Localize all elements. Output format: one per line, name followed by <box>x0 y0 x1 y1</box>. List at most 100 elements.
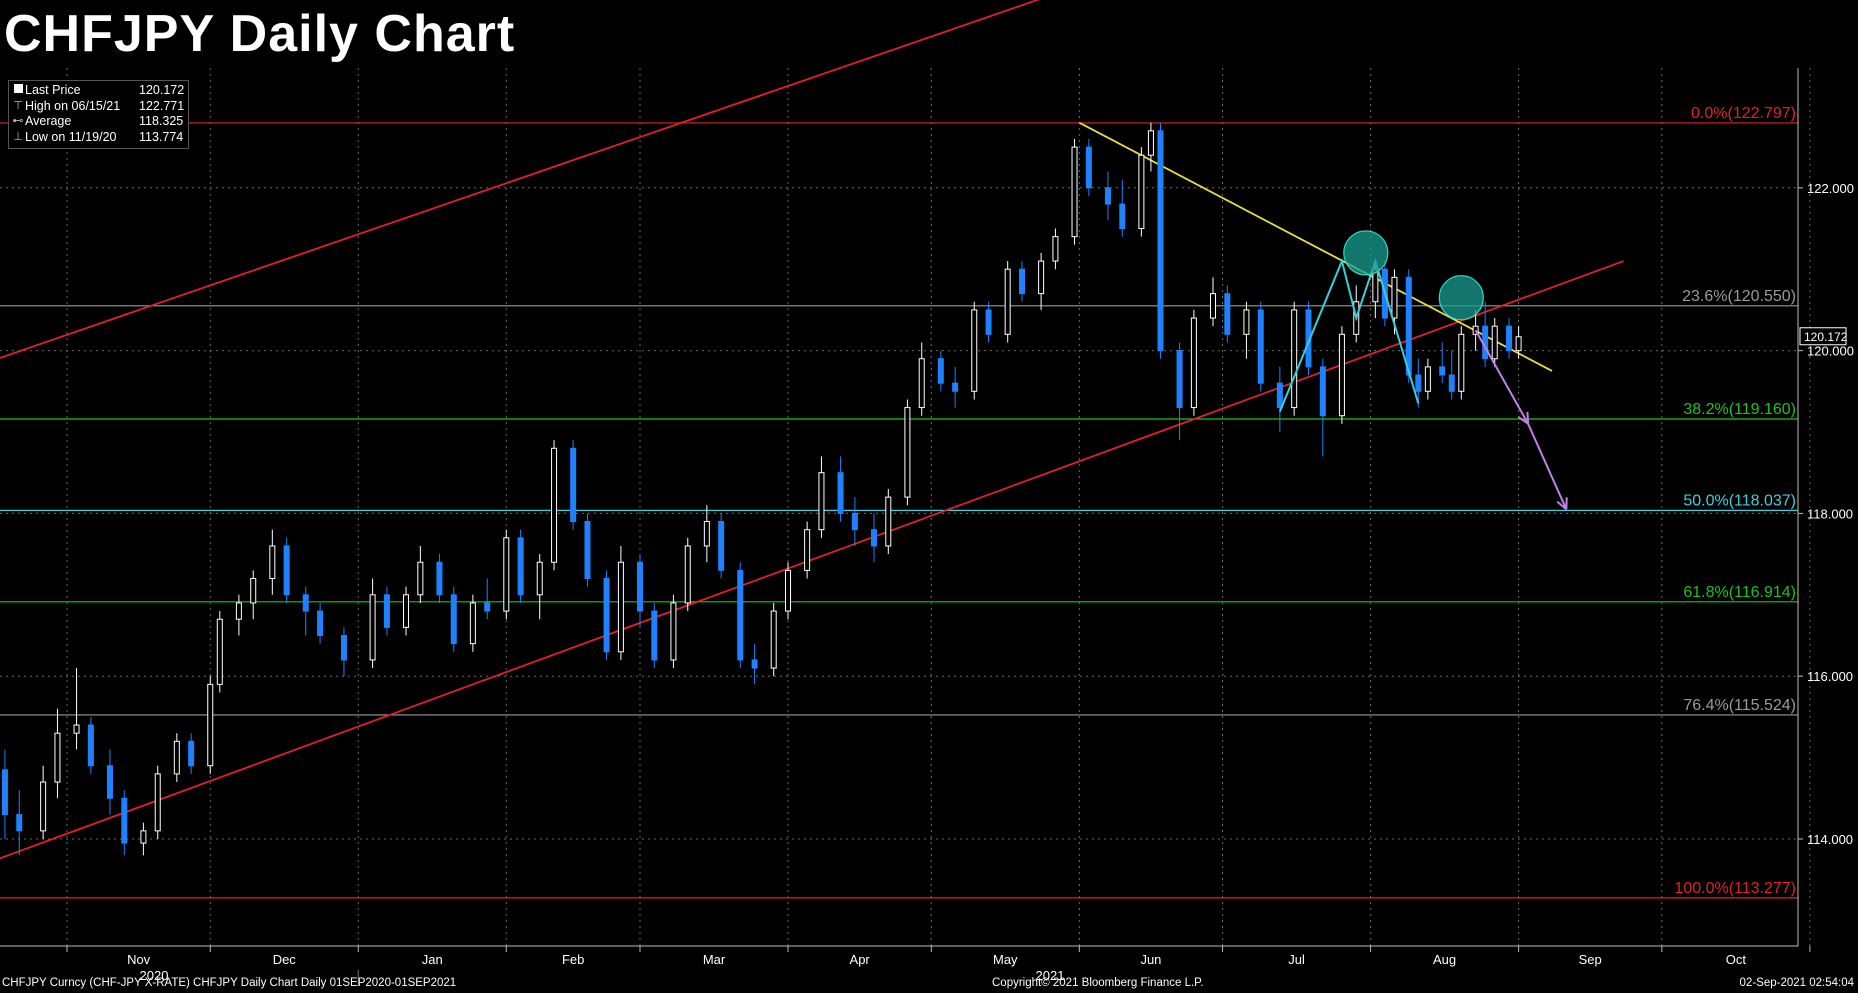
candle <box>154 765 161 839</box>
candle-body <box>617 561 624 653</box>
candle-body <box>1338 333 1345 417</box>
candle-body <box>1085 146 1092 189</box>
candle-body <box>637 561 643 612</box>
candle <box>1515 326 1522 359</box>
candle <box>302 586 309 636</box>
candle <box>1157 122 1164 359</box>
x-tick-label: Dec <box>273 952 297 967</box>
x-year-label: 2021 <box>1036 968 1065 983</box>
x-tick-label: Jul <box>1288 952 1305 967</box>
fib-level-label: 100.0%(113.277) <box>1674 880 1796 897</box>
candle <box>484 578 491 620</box>
candle-body <box>1 769 8 816</box>
candle-body <box>551 447 558 563</box>
forecast-arrowhead <box>1526 411 1530 424</box>
candle <box>971 301 978 400</box>
candle <box>904 399 911 506</box>
candle-body <box>804 529 811 571</box>
y-tick-label: 122.000 <box>1807 181 1854 196</box>
candle-body <box>1506 325 1513 352</box>
candle-body <box>1458 333 1465 392</box>
last-price-tag <box>1799 327 1847 346</box>
candle-body <box>818 472 825 531</box>
touch-circle <box>1343 230 1389 276</box>
candle-body <box>1138 154 1145 230</box>
candle <box>1491 318 1498 367</box>
candle <box>469 594 476 652</box>
candle <box>837 456 844 522</box>
candle-body <box>918 358 925 409</box>
candle-body <box>403 594 410 628</box>
square-icon <box>11 83 25 99</box>
legend-item-average: ⊷ Average 118.325 <box>11 114 184 130</box>
candle <box>1119 179 1126 237</box>
candle <box>870 513 877 563</box>
candle-body <box>450 594 457 645</box>
candle-body <box>1176 350 1183 409</box>
candle <box>188 733 195 774</box>
candle-body <box>785 569 792 612</box>
candle <box>503 529 510 620</box>
touch-circle <box>1438 275 1484 321</box>
fib-level-label: 38.2%(119.160) <box>1683 401 1796 418</box>
candle-body <box>703 521 710 547</box>
candle <box>785 562 792 620</box>
candle-body <box>1405 276 1412 376</box>
candle-body <box>73 724 80 734</box>
candle <box>140 822 147 856</box>
candle-body <box>770 610 777 669</box>
candle <box>517 529 524 603</box>
candle-body <box>670 602 677 661</box>
candle <box>417 545 424 603</box>
candle-body <box>1038 260 1045 295</box>
legend-value: 118.325 <box>139 114 184 128</box>
candle <box>54 708 61 799</box>
candle <box>207 676 214 774</box>
x-year-label: 2020 <box>140 968 169 983</box>
candle <box>1190 309 1197 416</box>
candle <box>937 350 944 392</box>
candle-body <box>207 683 214 767</box>
candle-body <box>1291 309 1298 409</box>
y-tick-label: 116.000 <box>1807 669 1853 684</box>
candle-body <box>503 537 510 612</box>
candle <box>637 554 643 628</box>
footer-timestamp: 02-Sep-2021 02:54:04 <box>1739 977 1854 989</box>
x-tick-label: Feb <box>562 952 584 967</box>
candle <box>551 440 558 571</box>
candle <box>770 602 777 677</box>
footer-copyright: Copyright© 2021 Bloomberg Finance L.P. <box>992 977 1204 989</box>
candle <box>1147 122 1154 172</box>
candle <box>684 537 691 612</box>
candle-body <box>971 309 978 392</box>
candle-body <box>885 496 892 547</box>
candle-body <box>718 521 725 571</box>
candle <box>1319 358 1326 457</box>
candle <box>1004 261 1011 343</box>
candle <box>804 521 811 579</box>
candle-body <box>383 594 390 628</box>
legend-label: Average <box>25 114 72 128</box>
candle <box>383 586 390 636</box>
x-tick-label: Nov <box>127 952 151 967</box>
candle <box>436 554 443 603</box>
candle-body <box>269 545 276 580</box>
candle <box>1210 277 1216 327</box>
forecast-arrow <box>1527 423 1568 510</box>
legend-item-last-price: Last Price 120.172 <box>11 83 184 99</box>
x-tick-label: Aug <box>1433 952 1456 967</box>
fib-level-label: 61.8%(116.914) <box>1683 584 1796 601</box>
average-marker-icon: ⊷ <box>12 115 24 127</box>
candle <box>216 611 223 693</box>
candle-body <box>937 358 944 384</box>
candle-body <box>517 537 524 596</box>
candle <box>1458 326 1465 400</box>
candle-body <box>684 545 691 604</box>
candle <box>1243 301 1250 359</box>
downtrend-line <box>1078 121 1553 372</box>
candle-body <box>369 594 376 661</box>
candle-body <box>851 512 858 531</box>
candle-body <box>1319 366 1326 417</box>
candle-body <box>904 407 911 498</box>
